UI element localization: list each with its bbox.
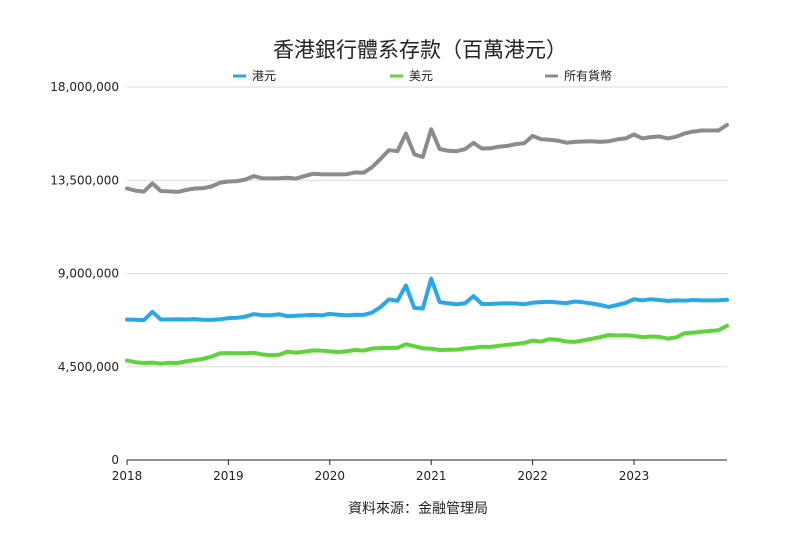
x-tick-label: 2018 — [112, 469, 143, 483]
series-line-3 — [125, 122, 729, 194]
x-tick-label: 2020 — [315, 469, 346, 483]
series-line-1 — [125, 276, 729, 323]
series-line-2 — [125, 323, 729, 366]
x-tick-label: 2021 — [416, 469, 447, 483]
y-tick-label: 9,000,000 — [58, 267, 119, 281]
legend-label-2: 美元 — [409, 69, 433, 83]
x-tick-label: 2023 — [619, 469, 650, 483]
gridlines — [127, 86, 727, 368]
legend-label-3: 所有貨幣 — [564, 68, 612, 83]
x-tick-label: 2022 — [517, 469, 548, 483]
plot-area — [125, 122, 729, 366]
x-axis: 2018 2019 2020 2021 2022 2023 — [112, 459, 727, 483]
legend-label-1: 港元 — [252, 69, 276, 83]
legend: 港元 美元 所有貨幣 — [233, 68, 612, 83]
y-tick-label: 13,500,000 — [50, 173, 119, 187]
y-tick-label: 0 — [111, 453, 119, 467]
source-note: 資料來源：金融管理局 — [348, 501, 488, 517]
y-axis: 0 4,500,000 9,000,000 13,500,000 18,000,000 — [50, 80, 119, 467]
y-tick-label: 18,000,000 — [50, 80, 119, 94]
y-tick-label: 4,500,000 — [58, 360, 119, 374]
chart-title: 香港銀行體系存款（百萬港元） — [273, 38, 567, 62]
x-tick-label: 2019 — [213, 469, 244, 483]
